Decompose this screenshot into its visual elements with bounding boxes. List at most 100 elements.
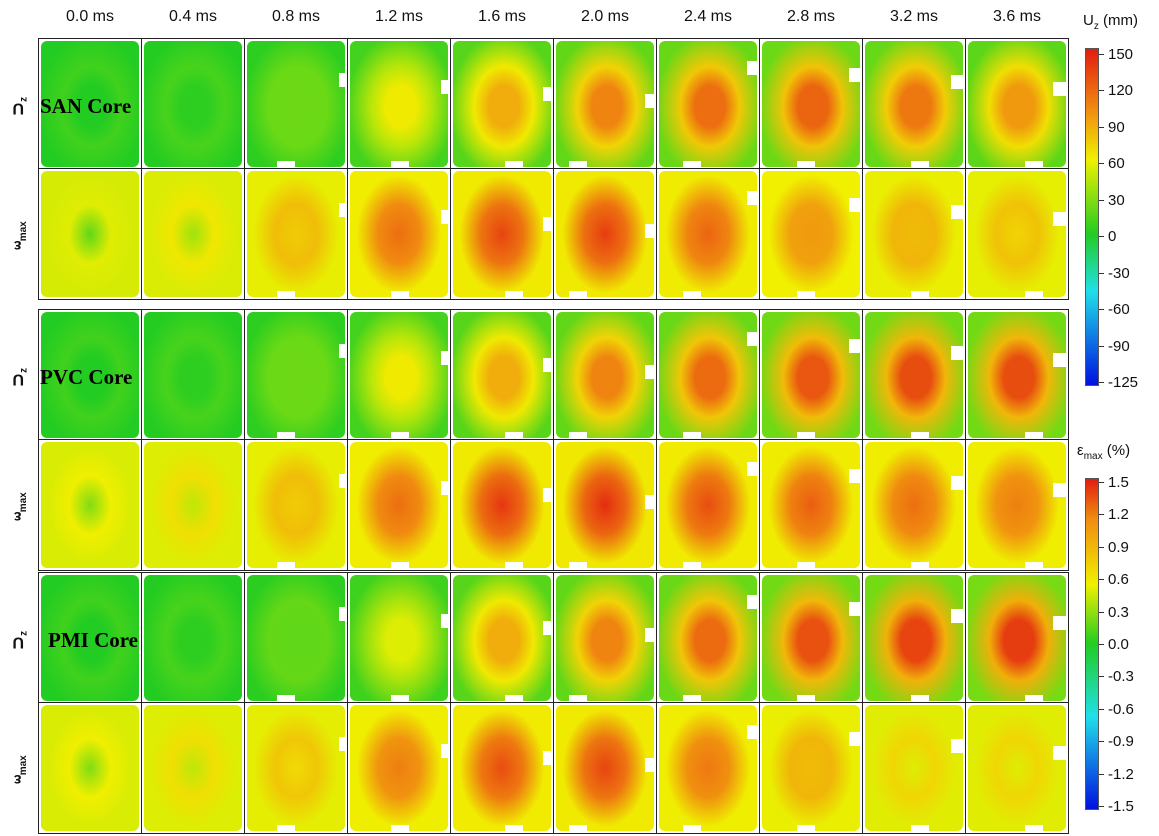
strain-field-panel xyxy=(965,702,1069,834)
core-label: PVC Core xyxy=(40,365,133,389)
uz-colorbar-tick-label: -90 xyxy=(1108,337,1130,355)
strain-colorbar-title: εmax (%) xyxy=(1077,442,1131,462)
uz-colorbar-tick-label: 120 xyxy=(1108,82,1134,100)
uz-colorbar-tick-label: 150 xyxy=(1108,46,1134,63)
time-label: 3.6 ms xyxy=(992,8,1041,25)
uz-field-panel xyxy=(141,309,245,441)
uz-field-panel xyxy=(38,572,142,704)
uz-field-panel xyxy=(862,572,966,704)
uz-field-panel xyxy=(656,572,760,704)
strain-field-panel xyxy=(347,439,451,571)
strain-colorbar-tick-label: -0.3 xyxy=(1108,668,1134,686)
uz-colorbar-tick-label: -125 xyxy=(1108,374,1139,391)
time-label: 2.8 ms xyxy=(786,8,835,25)
strain-field-panel xyxy=(862,702,966,834)
strain-colorbar-tick-label: 0.9 xyxy=(1108,538,1129,556)
uz-colorbar-tick xyxy=(1099,126,1104,128)
strain-colorbar-tick-label: -0.9 xyxy=(1108,733,1134,751)
time-label: 0.4 ms xyxy=(168,8,217,25)
uz-colorbar-title: Uz (mm) xyxy=(1083,12,1138,32)
uz-colorbar-tick xyxy=(1099,90,1104,92)
strain-field-panel xyxy=(965,168,1069,300)
strain-field-panel xyxy=(141,168,245,300)
strain-field-panel xyxy=(38,168,142,300)
strain-colorbar-tick xyxy=(1099,482,1104,483)
strain-colorbar-tick xyxy=(1099,611,1104,613)
strain-colorbar-tick xyxy=(1099,546,1104,548)
strain-colorbar-tick xyxy=(1099,708,1104,710)
uz-field-panel xyxy=(450,38,554,170)
strain-field-panel xyxy=(450,439,554,571)
time-label: 0.8 ms xyxy=(271,8,320,25)
uz-field-panel xyxy=(656,38,760,170)
uz-field-panel xyxy=(450,572,554,704)
strain-colorbar-tick xyxy=(1099,514,1104,516)
strain-field-panel xyxy=(244,702,348,834)
uz-field-panel xyxy=(553,38,657,170)
strain-colorbar-tick-label: -1.5 xyxy=(1108,798,1134,815)
uz-colorbar-tick-label: 90 xyxy=(1108,118,1125,136)
strain-colorbar-tick-label: 1.5 xyxy=(1108,474,1129,491)
strain-colorbar-tick xyxy=(1099,806,1104,807)
uz-field-panel xyxy=(553,309,657,441)
strain-colorbar-tick xyxy=(1099,676,1104,678)
uz-row-label: Uz xyxy=(12,96,30,117)
time-label: 1.6 ms xyxy=(477,8,526,25)
strain-colorbar-tick-label: 0.0 xyxy=(1108,636,1129,653)
strain-field-panel xyxy=(347,702,451,834)
time-label: 1.2 ms xyxy=(374,8,423,25)
strain-field-panel xyxy=(244,439,348,571)
strain-row-label: εmax xyxy=(14,492,30,526)
uz-field-panel xyxy=(450,309,554,441)
uz-field-panel xyxy=(38,38,142,170)
uz-field-panel xyxy=(347,309,451,441)
strain-colorbar-tick-label: -1.2 xyxy=(1108,765,1134,783)
uz-field-panel xyxy=(965,309,1069,441)
uz-field-panel xyxy=(965,38,1069,170)
uz-field-panel xyxy=(244,38,348,170)
strain-row-label: εmax xyxy=(14,755,30,789)
strain-field-panel xyxy=(244,168,348,300)
strain-colorbar-tick xyxy=(1099,579,1104,581)
strain-field-panel xyxy=(965,439,1069,571)
uz-colorbar-tick xyxy=(1099,54,1104,55)
strain-colorbar xyxy=(1085,478,1099,810)
uz-field-panel xyxy=(141,572,245,704)
core-label: SAN Core xyxy=(40,94,132,118)
uz-colorbar-tick xyxy=(1099,272,1104,274)
strain-field-panel xyxy=(38,439,142,571)
time-label: 2.0 ms xyxy=(580,8,629,25)
strain-colorbar-tick xyxy=(1099,644,1104,645)
uz-field-panel xyxy=(553,572,657,704)
uz-field-panel xyxy=(862,38,966,170)
uz-colorbar-tick-label: 30 xyxy=(1108,191,1125,209)
strain-colorbar-tick-label: 0.3 xyxy=(1108,603,1129,621)
strain-field-panel xyxy=(553,702,657,834)
uz-colorbar-tick xyxy=(1099,382,1104,383)
strain-field-panel xyxy=(450,168,554,300)
strain-field-panel xyxy=(553,168,657,300)
strain-row-label: εmax xyxy=(14,221,30,255)
uz-field-panel xyxy=(141,38,245,170)
strain-field-panel xyxy=(759,168,863,300)
time-label: 3.2 ms xyxy=(889,8,938,25)
uz-field-panel xyxy=(244,309,348,441)
uz-colorbar-tick xyxy=(1099,345,1104,347)
uz-colorbar-tick xyxy=(1099,163,1104,165)
uz-field-panel xyxy=(347,572,451,704)
strain-field-panel xyxy=(553,439,657,571)
time-label: 0.0 ms xyxy=(65,8,114,25)
strain-field-panel xyxy=(862,439,966,571)
strain-field-panel xyxy=(141,702,245,834)
strain-colorbar-tick xyxy=(1099,773,1104,775)
uz-colorbar-tick xyxy=(1099,199,1104,201)
uz-field-panel xyxy=(244,572,348,704)
uz-field-panel xyxy=(759,309,863,441)
strain-colorbar-tick-label: -0.6 xyxy=(1108,700,1134,718)
strain-field-panel xyxy=(38,702,142,834)
uz-field-panel xyxy=(656,309,760,441)
uz-field-panel xyxy=(347,38,451,170)
uz-colorbar-tick xyxy=(1099,309,1104,311)
strain-colorbar-tick-label: 1.2 xyxy=(1108,506,1129,524)
strain-field-panel xyxy=(450,702,554,834)
